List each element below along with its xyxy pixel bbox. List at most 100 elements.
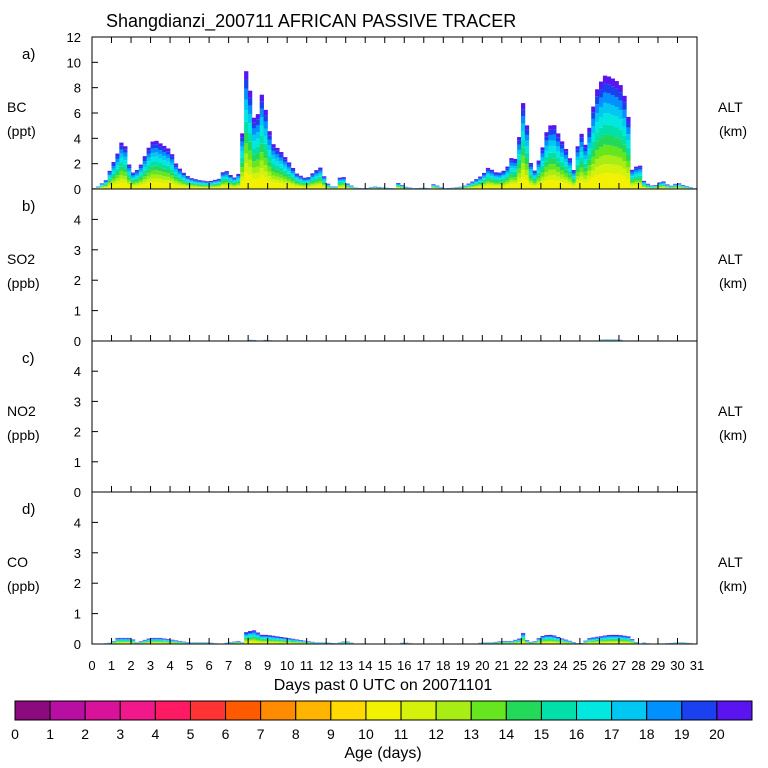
bar-age-band	[248, 159, 253, 168]
bar-age-band	[638, 167, 643, 170]
bar-age-band	[150, 641, 155, 642]
bar-age-band	[548, 140, 553, 147]
bar-age-band	[248, 90, 253, 98]
bar-age-band	[583, 155, 588, 160]
bar-age-band	[197, 187, 202, 189]
bar-age-band	[337, 180, 342, 182]
bar-age-band	[131, 176, 136, 178]
bar-age-band	[138, 172, 144, 176]
bar-age-band	[279, 640, 284, 641]
bar-age-band	[579, 137, 584, 143]
y-tick-label: 0	[74, 485, 81, 500]
bar-age-band	[638, 182, 643, 184]
bar-age-band	[618, 139, 623, 149]
bar-age-band	[314, 184, 319, 187]
bar-age-band	[540, 637, 545, 639]
bar-age-band	[244, 637, 249, 639]
bar-age-band	[579, 176, 584, 182]
bar-age-band	[318, 176, 323, 179]
bar-age-band	[501, 180, 506, 182]
bar-age-band	[614, 127, 619, 138]
bar-age-band	[563, 162, 569, 167]
bar-age-band	[599, 642, 604, 643]
bar-age-band	[259, 160, 264, 169]
bar-age-band	[661, 183, 666, 184]
data-bar	[138, 164, 144, 189]
bar-age-band	[618, 642, 623, 644]
bar-age-band	[99, 186, 105, 188]
bar-age-band	[618, 642, 623, 643]
bar-age-band	[127, 639, 132, 641]
bar-age-band	[505, 171, 510, 174]
data-bar	[212, 179, 218, 189]
bar-age-band	[474, 187, 479, 189]
colorbar-tick-label: 18	[639, 726, 655, 742]
bar-age-band	[602, 640, 608, 642]
bar-age-band	[189, 187, 194, 189]
bar-age-band	[173, 167, 179, 170]
bar-age-band	[583, 159, 588, 164]
bar-age-band	[579, 162, 584, 168]
bar-age-band	[290, 182, 296, 185]
bar-age-band	[302, 187, 307, 189]
panel-alt-label: ALT	[718, 251, 743, 267]
bar-age-band	[591, 118, 596, 127]
data-bar	[649, 185, 654, 189]
bar-age-band	[482, 174, 487, 176]
bar-age-band	[306, 181, 311, 183]
bar-age-band	[205, 181, 210, 183]
bar-age-band	[212, 184, 218, 186]
bar-age-band	[205, 185, 210, 186]
bar-age-band	[248, 141, 253, 151]
bar-age-band	[209, 180, 214, 182]
bar-age-band	[162, 156, 167, 161]
bar-age-band	[279, 639, 284, 640]
bar-age-band	[552, 169, 557, 175]
bar-age-band	[248, 97, 253, 106]
bar-age-band	[119, 182, 124, 189]
bar-age-band	[138, 166, 144, 169]
bar-age-band	[290, 177, 296, 179]
bar-age-band	[228, 185, 233, 188]
bar-age-band	[107, 178, 112, 181]
bar-age-band	[170, 172, 175, 176]
bar-age-band	[220, 182, 225, 184]
bar-age-band	[556, 181, 561, 189]
bar-age-band	[115, 172, 120, 176]
bar-age-band	[341, 177, 346, 178]
bar-age-band	[158, 178, 163, 183]
bar-age-band	[626, 121, 631, 128]
data-bar	[290, 167, 296, 189]
panel-unit-label: (ppb)	[7, 427, 40, 443]
bar-age-band	[521, 636, 526, 638]
bar-age-band	[236, 181, 241, 184]
bar-age-band	[205, 181, 210, 182]
data-bar	[287, 162, 292, 189]
bar-age-band	[138, 168, 144, 171]
data-bar	[653, 185, 658, 189]
bar-age-band	[536, 639, 541, 641]
data-bar	[255, 632, 261, 644]
bar-age-band	[263, 121, 268, 129]
bar-age-band	[521, 641, 526, 643]
bar-age-band	[509, 174, 514, 177]
bar-age-band	[610, 135, 615, 146]
bar-age-band	[567, 158, 573, 161]
bar-age-band	[587, 148, 592, 155]
y-tick-label: 4	[74, 364, 81, 379]
bar-age-band	[263, 171, 268, 178]
data-bar	[244, 71, 249, 189]
bar-age-band	[337, 177, 342, 179]
bar-age-band	[482, 176, 487, 179]
bar-age-band	[232, 177, 237, 179]
y-tick-label: 4	[74, 212, 81, 227]
bar-age-band	[548, 642, 553, 644]
bar-age-band	[142, 181, 147, 185]
bar-age-band	[298, 183, 303, 186]
bar-age-band	[540, 165, 545, 170]
bar-age-band	[267, 135, 272, 140]
bar-age-band	[263, 642, 268, 644]
bar-age-band	[587, 180, 592, 189]
bar-age-band	[228, 178, 233, 180]
bar-age-band	[505, 180, 510, 183]
